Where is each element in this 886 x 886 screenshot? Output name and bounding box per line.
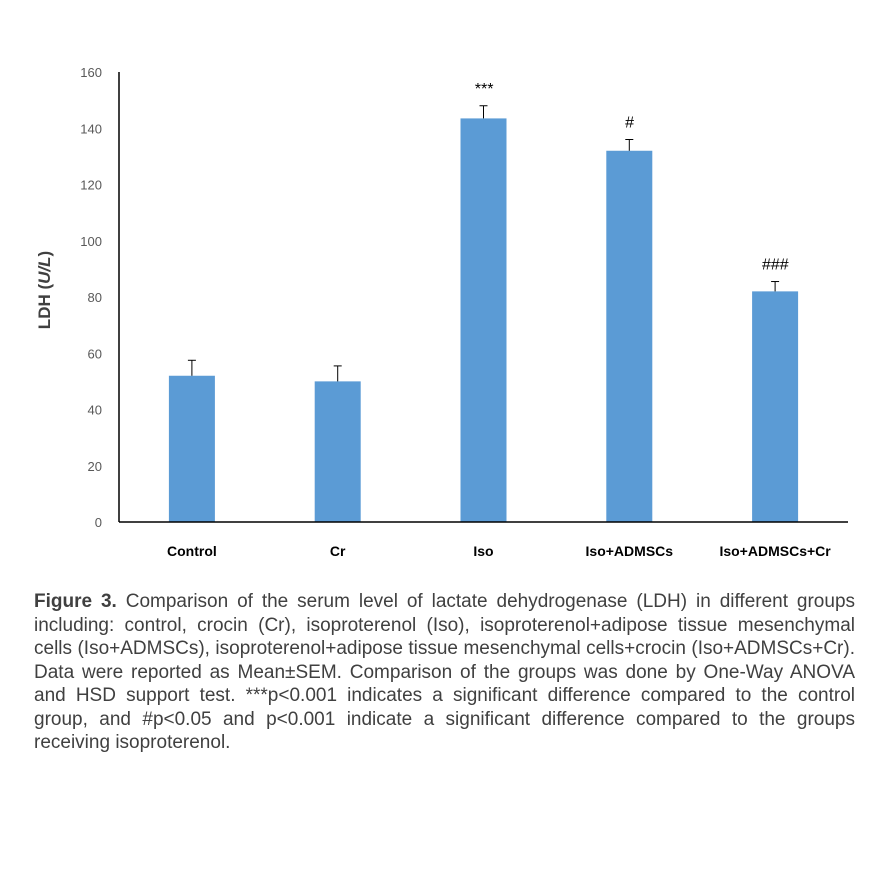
y-axis-label: LDH (U/L) xyxy=(35,251,54,329)
x-tick-label: Iso+ADMSCs xyxy=(586,543,674,559)
y-tick-label: 60 xyxy=(88,346,102,361)
y-tick-label: 120 xyxy=(80,178,102,193)
bar xyxy=(460,118,507,522)
caption-text: Comparison of the serum level of lactate… xyxy=(34,591,856,753)
y-tick-label: 40 xyxy=(88,403,102,418)
bar-chart: 0 20 40 60 80 100 120 140 160 Control Cr *** Iso # Is… xyxy=(35,65,848,559)
figure-caption: Figure 3. Comparison of the serum level … xyxy=(34,590,855,755)
x-tick-label: Iso xyxy=(473,543,493,559)
x-tick-label: Control xyxy=(167,543,217,559)
significance-label: # xyxy=(625,115,635,132)
y-tick-label: 20 xyxy=(88,459,102,474)
x-tick-label: Cr xyxy=(330,543,346,559)
bar xyxy=(752,291,799,522)
bar xyxy=(314,381,361,522)
bar xyxy=(606,150,653,522)
caption-label: Figure 3. xyxy=(34,591,117,612)
y-tick-label: 160 xyxy=(80,65,102,80)
y-tick-label: 100 xyxy=(80,234,102,249)
y-tick-label: 140 xyxy=(80,121,102,136)
x-tick-label: Iso+ADMSCs+Cr xyxy=(719,543,831,559)
significance-label: *** xyxy=(474,81,493,98)
y-tick-label: 80 xyxy=(88,290,102,305)
y-tick-label: 0 xyxy=(95,515,102,530)
bar xyxy=(168,375,215,522)
significance-label: ### xyxy=(762,257,790,274)
